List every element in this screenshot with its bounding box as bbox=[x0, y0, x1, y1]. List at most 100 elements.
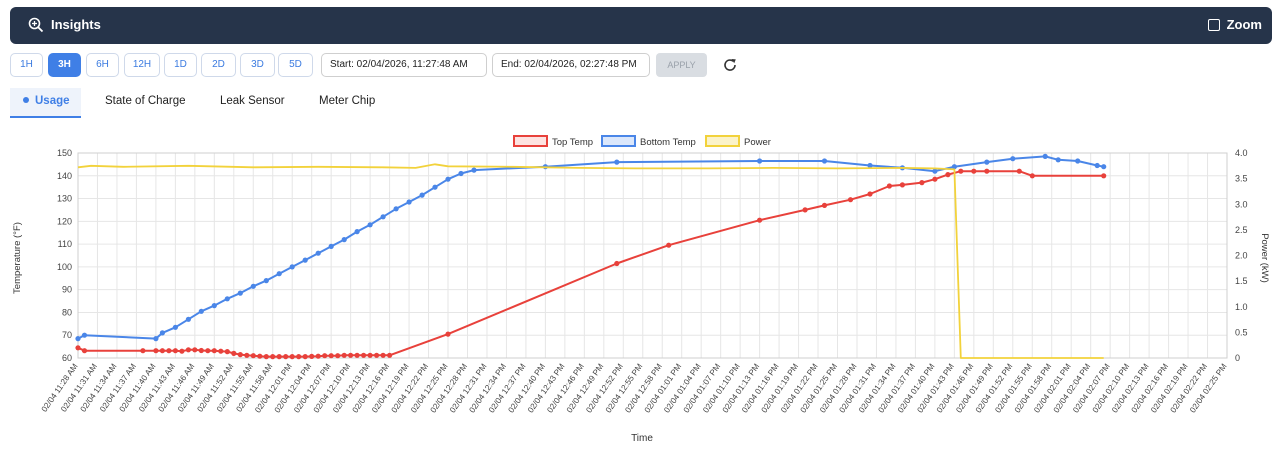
end-datetime-field[interactable]: End: 02/04/2026, 02:27:48 PM bbox=[492, 53, 650, 77]
plot-area-border bbox=[77, 152, 1228, 359]
zoom-checkbox[interactable] bbox=[1207, 18, 1220, 31]
top-temp-point bbox=[309, 353, 315, 359]
range-button-5d[interactable]: 5D bbox=[278, 53, 313, 77]
y-right-tick-label: 1.5 bbox=[1235, 276, 1248, 286]
refresh-icon[interactable] bbox=[722, 57, 738, 73]
top-temp-point bbox=[140, 348, 146, 354]
top-temp-point bbox=[218, 348, 224, 354]
zoom-label: Zoom bbox=[1226, 17, 1262, 32]
bottom-temp-point bbox=[159, 330, 165, 336]
y-left-tick-label: 150 bbox=[57, 148, 72, 158]
top-temp-point bbox=[237, 352, 243, 358]
range-button-3h[interactable]: 3H bbox=[48, 53, 81, 77]
bottom-temp-point bbox=[951, 164, 958, 170]
bottom-temp-point bbox=[867, 162, 873, 169]
top-temp-point bbox=[867, 191, 873, 197]
top-temp-point bbox=[1016, 168, 1022, 174]
apply-button[interactable]: APPLY bbox=[656, 53, 707, 77]
zoom-toggle[interactable]: Zoom bbox=[1207, 17, 1262, 32]
y-left-tick-label: 80 bbox=[62, 307, 72, 317]
bottom-temp-point bbox=[289, 264, 295, 270]
insights-header: Insights Zoom bbox=[10, 7, 1272, 44]
top-temp-point bbox=[945, 172, 951, 178]
x-axis-label: Time bbox=[631, 433, 653, 444]
top-temp-point bbox=[172, 348, 178, 354]
top-temp-point bbox=[263, 354, 269, 360]
top-temp-point bbox=[847, 197, 854, 203]
bottom-temp-point bbox=[185, 316, 191, 322]
bottom-temp-point bbox=[354, 229, 360, 235]
top-temp-point bbox=[348, 352, 354, 358]
top-temp-point bbox=[211, 348, 217, 354]
top-temp-point bbox=[322, 353, 328, 359]
top-temp-point bbox=[296, 354, 302, 360]
y-left-tick-label: 120 bbox=[57, 216, 72, 226]
start-datetime-field[interactable]: Start: 02/04/2026, 11:27:48 AM bbox=[321, 53, 487, 77]
top-temp-point bbox=[159, 348, 165, 354]
tab-meter-chip[interactable]: Meter Chip bbox=[319, 95, 376, 107]
chart-grid bbox=[77, 152, 1228, 359]
y-right-tick-label: 2.5 bbox=[1235, 225, 1248, 235]
top-temp-point bbox=[984, 168, 990, 174]
top-temp-point bbox=[270, 354, 276, 360]
bottom-temp-point bbox=[380, 214, 386, 220]
top-temp-point bbox=[81, 348, 88, 354]
bottom-temp-point bbox=[406, 199, 412, 205]
bottom-temp-point bbox=[75, 336, 81, 342]
top-temp-point bbox=[335, 353, 341, 359]
bottom-temp-point bbox=[328, 243, 334, 249]
top-temp-point bbox=[971, 168, 977, 174]
legend-label-power: Power bbox=[744, 137, 771, 148]
bottom-temp-point bbox=[315, 250, 321, 256]
top-temp-point bbox=[257, 353, 263, 359]
top-temp-point bbox=[361, 352, 367, 358]
top-temp-point bbox=[445, 331, 451, 337]
top-temp-point bbox=[757, 217, 763, 223]
tab-usage[interactable]: Usage bbox=[10, 88, 81, 118]
bottom-temp-point bbox=[153, 336, 159, 342]
bottom-temp-point bbox=[81, 332, 88, 338]
tab-state-of-charge[interactable]: State of Charge bbox=[105, 95, 186, 107]
y-right-tick-label: 0 bbox=[1235, 353, 1240, 363]
bottom-temp-point bbox=[237, 290, 243, 296]
bottom-temp-point bbox=[302, 257, 308, 263]
range-button-1h[interactable]: 1H bbox=[10, 53, 43, 77]
top-temp-point bbox=[250, 353, 256, 359]
y-left-tick-label: 70 bbox=[62, 330, 72, 340]
page-title: Insights bbox=[51, 17, 101, 32]
top-temp-point bbox=[153, 348, 159, 354]
bottom-temp-point bbox=[1094, 162, 1100, 169]
top-temp-point bbox=[276, 354, 282, 360]
y-right-tick-label: 1.0 bbox=[1235, 302, 1248, 312]
zoom-search-icon bbox=[28, 17, 44, 33]
bottom-temp-point bbox=[224, 296, 230, 302]
range-button-2d[interactable]: 2D bbox=[201, 53, 236, 77]
range-button-3d[interactable]: 3D bbox=[240, 53, 275, 77]
bottom-temp-point bbox=[471, 167, 477, 173]
bottom-temp-point bbox=[458, 170, 464, 177]
bottom-temp-point bbox=[821, 158, 828, 164]
top-temp-point bbox=[614, 260, 620, 267]
top-temp-point bbox=[932, 176, 938, 182]
y-left-tick-label: 130 bbox=[57, 194, 72, 204]
top-temp-point bbox=[354, 352, 360, 358]
bottom-temp-point bbox=[250, 283, 256, 289]
y-right-tick-label: 3.0 bbox=[1235, 199, 1248, 209]
top-temp-point bbox=[75, 345, 81, 351]
range-button-1d[interactable]: 1D bbox=[164, 53, 197, 77]
y-axis-left-label: Temperature (°F) bbox=[12, 222, 23, 294]
bottom-temp-point bbox=[757, 158, 763, 164]
top-temp-point bbox=[367, 352, 373, 358]
top-temp-point bbox=[224, 349, 230, 355]
range-button-6h[interactable]: 6H bbox=[86, 53, 119, 77]
bottom-temp-point bbox=[932, 168, 938, 174]
bottom-temp-point bbox=[1042, 153, 1048, 159]
range-button-12h[interactable]: 12H bbox=[124, 53, 160, 77]
top-temp-point bbox=[1101, 173, 1107, 179]
top-temp-point bbox=[899, 182, 906, 188]
chart-series bbox=[75, 153, 1107, 360]
bottom-temp-point bbox=[1075, 158, 1081, 164]
tab-leak-sensor[interactable]: Leak Sensor bbox=[220, 95, 285, 107]
bottom-temp-point bbox=[172, 324, 178, 330]
y-left-tick-label: 90 bbox=[62, 285, 72, 295]
